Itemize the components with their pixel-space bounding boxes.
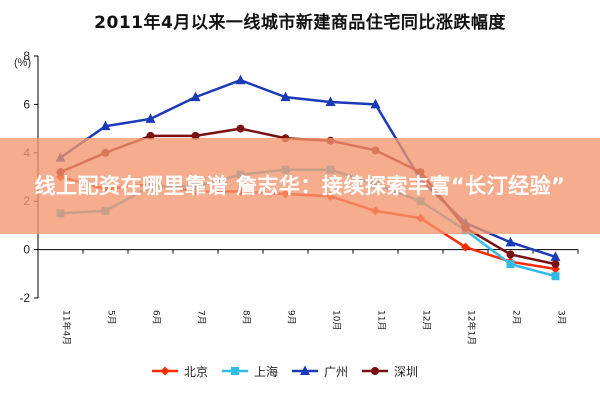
data-point-3-11 xyxy=(505,236,516,247)
data-point-4-12 xyxy=(551,260,560,269)
x-tick-label: 8月 xyxy=(241,310,252,325)
data-point-3-12 xyxy=(550,251,561,261)
y-tick-label: -2 xyxy=(19,291,30,305)
legend-label-3: 广州 xyxy=(324,365,348,379)
data-point-3-4 xyxy=(190,91,201,102)
data-point-3-5 xyxy=(235,74,246,85)
data-point-3-7 xyxy=(325,96,336,106)
y-tick-label: 8 xyxy=(23,49,30,63)
legend-marker-2 xyxy=(231,367,239,375)
legend-marker-4 xyxy=(371,367,379,375)
x-tick-label: 10月 xyxy=(331,310,342,330)
data-point-3-2 xyxy=(100,120,111,131)
x-tick-label: 12月 xyxy=(421,310,432,330)
y-tick-label: 6 xyxy=(23,97,30,111)
data-point-2-11 xyxy=(506,260,515,269)
x-tick-label: 9月 xyxy=(286,310,297,325)
legend-marker-1 xyxy=(160,366,170,376)
legend-label-4: 深圳 xyxy=(394,365,418,379)
data-point-3-8 xyxy=(370,98,381,109)
data-point-4-5 xyxy=(236,124,245,133)
overlay-banner-text[interactable]: 线上配资在哪里靠谱 詹志华：接续探索丰富“长汀经验” xyxy=(34,174,566,198)
x-tick-label: 5月 xyxy=(106,310,117,325)
data-point-3-6 xyxy=(280,91,291,102)
chart-title: 2011年4月以来一线城市新建商品住宅同比涨跌幅度 xyxy=(94,13,506,33)
data-point-2-12 xyxy=(551,272,560,281)
x-tick-label: 11年4月 xyxy=(61,310,73,345)
x-tick-label: 12年1月 xyxy=(466,310,478,345)
data-point-4-4 xyxy=(191,131,200,140)
y-tick-label: 0 xyxy=(23,243,30,257)
legend-marker-3 xyxy=(300,365,310,375)
data-point-1-10 xyxy=(461,242,470,252)
data-point-4-3 xyxy=(146,131,155,140)
x-tick-label: 11月 xyxy=(376,310,387,330)
overlay-banner[interactable]: 线上配资在哪里靠谱 詹志华：接续探索丰富“长汀经验” xyxy=(0,138,600,234)
data-point-3-3 xyxy=(145,113,156,123)
x-tick-label: 7月 xyxy=(196,310,207,325)
x-tick-label: 2月 xyxy=(511,310,522,325)
x-tick-label: 6月 xyxy=(151,310,162,325)
y-axis-unit: (%) xyxy=(14,57,31,69)
legend-label-2: 上海 xyxy=(254,364,278,379)
x-tick-label: 3月 xyxy=(556,310,567,325)
data-point-4-11 xyxy=(506,250,515,259)
legend-label-1: 北京 xyxy=(184,365,208,379)
